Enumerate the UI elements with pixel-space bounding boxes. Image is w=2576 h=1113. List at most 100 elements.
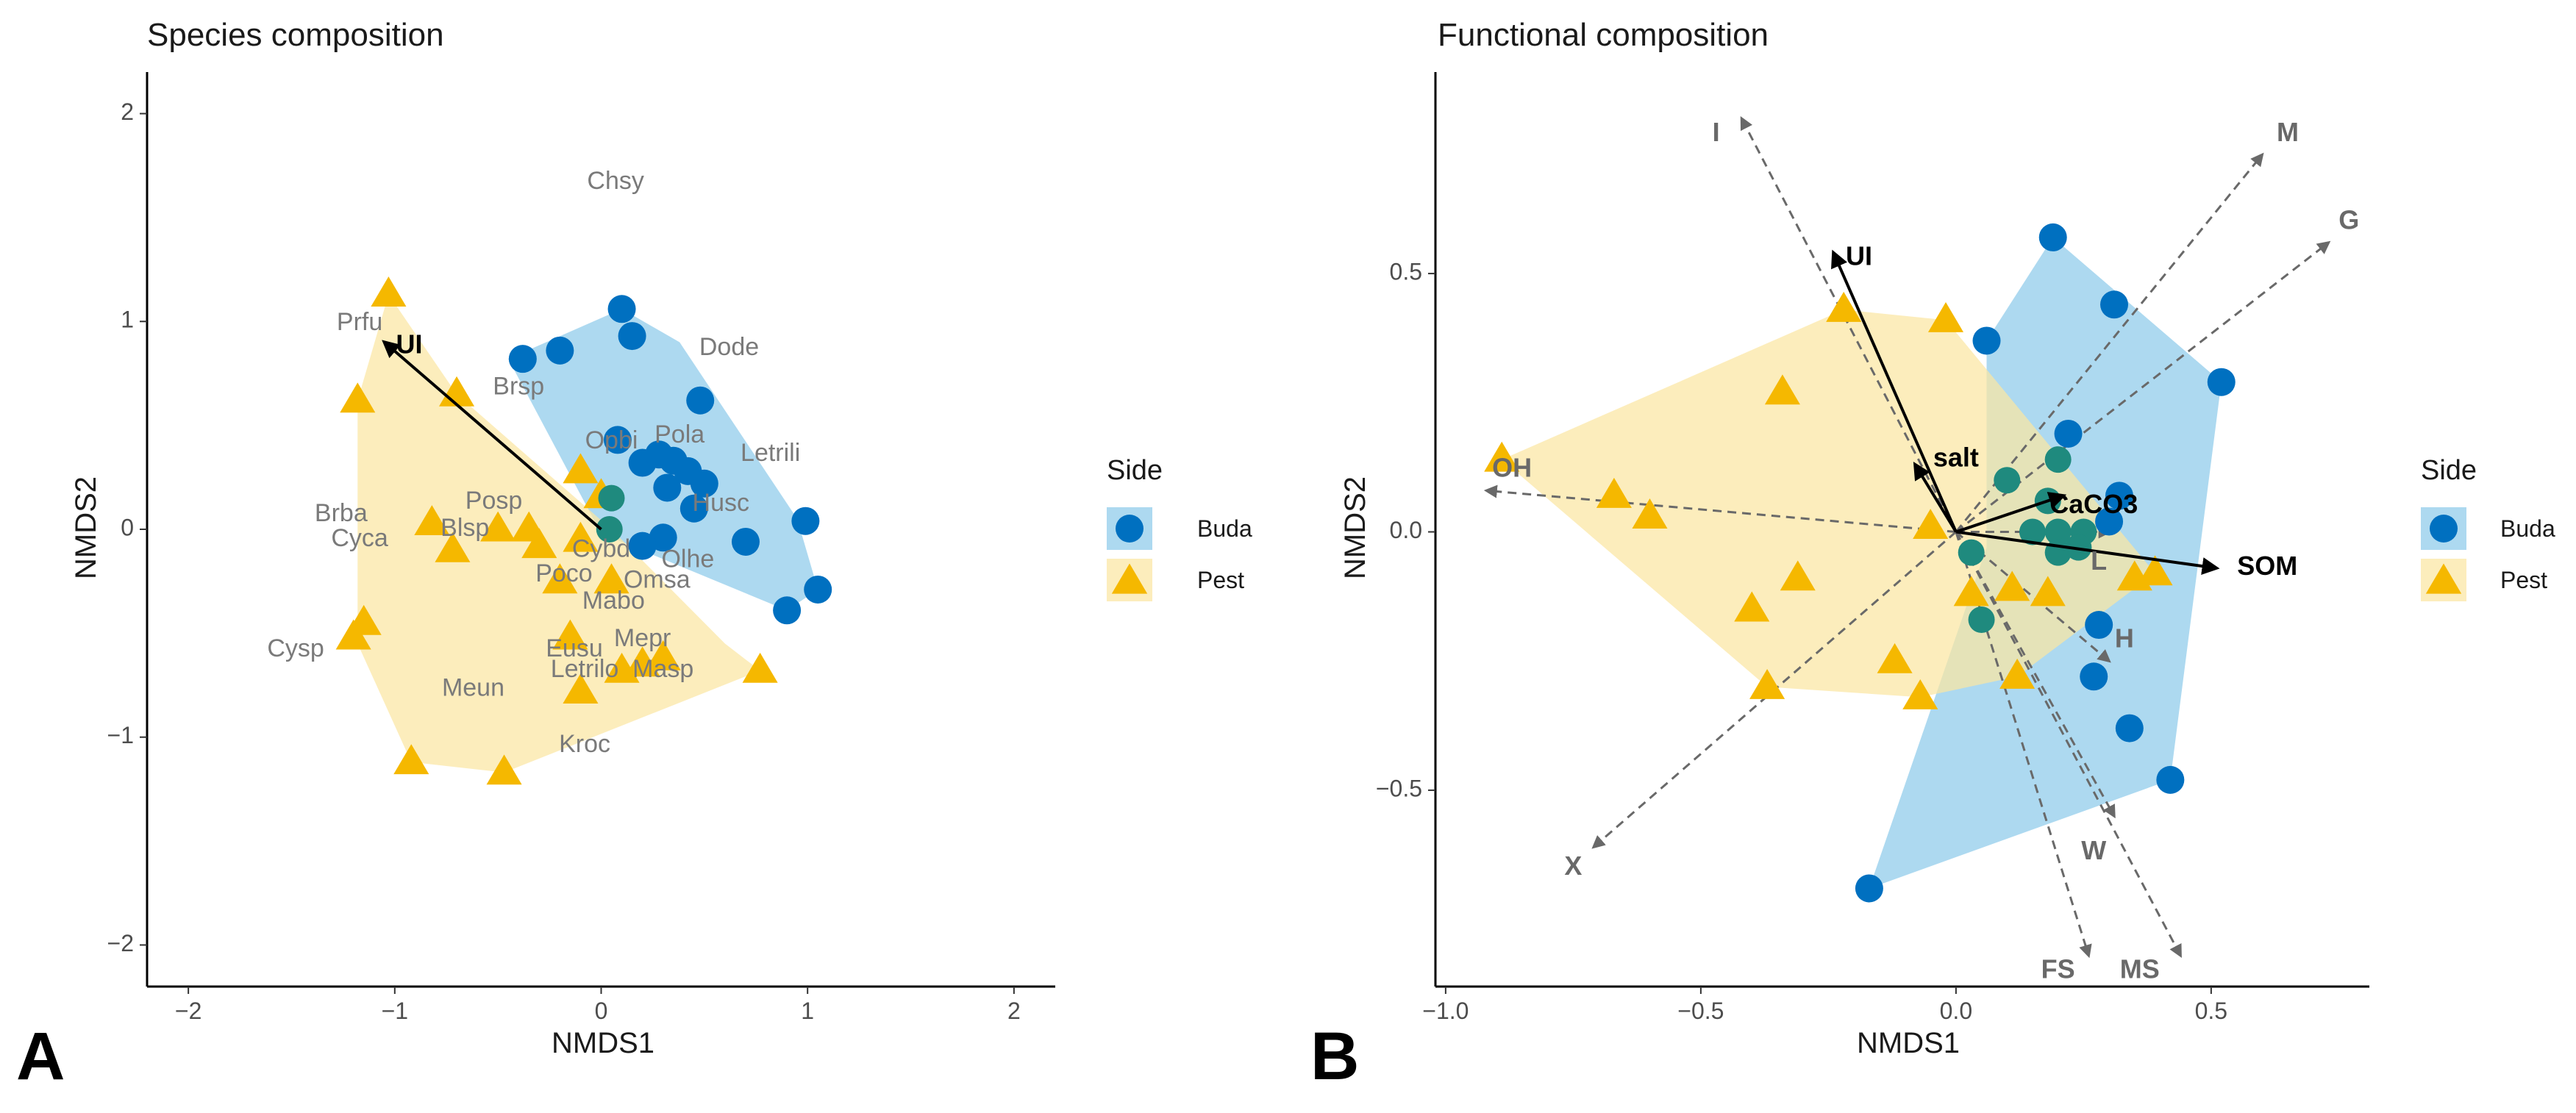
panel-a-species-label-letrilo: Letrilo xyxy=(551,655,619,683)
panel-b-x-tick-label-1: −0.5 xyxy=(1677,998,1724,1024)
panel-b-vector-m-label: M xyxy=(2277,117,2299,147)
panel-b-point-overlap-4 xyxy=(2044,518,2072,545)
panel-a-legend-key-buda-marker xyxy=(1116,515,1143,543)
panel-b-point-buda-6 xyxy=(2095,507,2124,536)
panel-b-point-overlap-1 xyxy=(2044,446,2072,473)
panel-b-point-buda-2 xyxy=(2207,368,2236,396)
panel-b-vector-ui-label: UI xyxy=(1846,241,1872,271)
panel-a-species-label-brsp: Brsp xyxy=(493,373,544,401)
panel-b-point-buda-11 xyxy=(1855,874,1883,903)
panel-b-y-tick-label-2: 0.5 xyxy=(1390,259,1422,285)
panel-a-species-label-chsy: Chsy xyxy=(587,167,643,195)
panel-a-point-pest-13 xyxy=(552,619,588,650)
panel-b-point-buda-0 xyxy=(2038,223,2067,251)
panel-b-legend-key-pest-marker xyxy=(2425,563,2462,594)
panel-a-point-pest-0 xyxy=(371,276,407,307)
panel-b-point-pest-10 xyxy=(1902,679,1938,709)
panel-b-vector-i-label: I xyxy=(1713,117,1720,147)
panel-b-point-overlap-9 xyxy=(1968,606,1995,633)
panel-a-letter: A xyxy=(16,1019,65,1094)
panel-b-point-pest-11 xyxy=(1953,576,1989,606)
panel-b-vector-h-label: H xyxy=(2115,623,2134,654)
panel-a-x-axis-title: NMDS1 xyxy=(552,1027,654,1059)
panel-a-legend-label-pest: Pest xyxy=(1197,567,1244,593)
panel-b-point-buda-9 xyxy=(2115,714,2144,742)
panel-b-vector-fs-label: FS xyxy=(2041,953,2075,984)
panel-a-point-pest-5 xyxy=(414,505,450,536)
panel-a-legend-title: Side xyxy=(1107,455,1163,486)
panel-a-point-pest-6 xyxy=(435,532,471,562)
panel-a-species-label-olhe: Olhe xyxy=(661,545,714,573)
panel-a-species-label-opbi: Opbi xyxy=(585,426,638,454)
panel-b-vector-x-label: X xyxy=(1564,851,1582,881)
panel-b-point-buda-8 xyxy=(2080,662,2108,691)
panel-a-species-label-brba: Brba xyxy=(315,499,368,527)
panel-a-point-buda-16 xyxy=(628,532,657,560)
panel-a-species-label-poco: Poco xyxy=(535,559,593,587)
panel-a-vector-ui-arrow xyxy=(382,340,602,531)
panel-b-point-buda-5 xyxy=(2105,482,2133,510)
panel-b-y-tick-label-0: −0.5 xyxy=(1376,775,1422,801)
panel-a-x-tick-label-3: 1 xyxy=(801,998,814,1024)
panel-a-species-label-pola: Pola xyxy=(654,420,704,448)
panel-a-point-pest-8 xyxy=(542,563,578,594)
panel-a-point-pest-17 xyxy=(563,673,599,704)
panel-b-vector-caco3-label: CaCO3 xyxy=(2049,489,2138,519)
panel-b-vector-oh-arrow xyxy=(1483,484,1957,534)
panel-a-species-label-cyca: Cyca xyxy=(331,524,388,552)
panel-a-x-tick-label-1: −1 xyxy=(382,998,408,1024)
panel-a-point-overlap-1 xyxy=(596,516,623,543)
panel-b-x-tick-label-2: 0.0 xyxy=(1940,998,1972,1024)
panel-b-legend: Side Buda Pest xyxy=(2421,455,2555,601)
panel-a-title: Species composition xyxy=(147,17,444,53)
panel-a-legend-label-buda: Buda xyxy=(1197,515,1252,542)
panel-b-point-pest-7 xyxy=(1734,591,1770,622)
panel-a-point-buda-17 xyxy=(804,575,832,604)
panel-a-species-label-prfu: Prfu xyxy=(337,308,382,336)
panel-b-vector-l-label: L xyxy=(2091,545,2107,576)
panel-a-species-label-mabo: Mabo xyxy=(582,587,645,615)
panel-b-point-pest-8 xyxy=(1749,668,1785,699)
panel-a-point-buda-1 xyxy=(618,322,646,351)
panel-b-point-pest-4 xyxy=(1596,477,1632,508)
panel-b-point-buda-4 xyxy=(2054,419,2083,448)
panel-a: Species composition A Chsy Dode Prfu Brsp Op… xyxy=(16,17,1252,1094)
panel-b-plot-area: UI salt CaCO3 SOM OH I M G X FS MS W H L −1.0 −0.5 0.0 0.… xyxy=(1376,72,2369,1024)
panel-a-species-label-cysp: Cysp xyxy=(267,634,324,662)
panel-a-species-label-eusu: Eusu xyxy=(546,634,603,662)
panel-a-y-tick-label-0: −2 xyxy=(107,930,134,956)
panel-a-species-label-kroc: Kroc xyxy=(559,730,610,758)
panel-b-point-pest-9 xyxy=(1877,643,1913,673)
panel-b-point-buda-10 xyxy=(2156,765,2185,794)
panel-a-y-tick-label-3: 1 xyxy=(121,307,134,333)
panel-a-x-tick-label-0: −2 xyxy=(175,998,201,1024)
panel-b-point-pest-17 xyxy=(1913,509,1949,540)
panel-b-letter: B xyxy=(1310,1019,1359,1094)
panel-a-x-tick-label-2: 0 xyxy=(595,998,608,1024)
panel-a-point-buda-13 xyxy=(791,507,820,535)
panel-b-vector-ui-arrow xyxy=(1831,249,1958,533)
panel-b-y-axis-title: NMDS2 xyxy=(1339,476,1371,579)
panel-b-x-tick-label-0: −1.0 xyxy=(1422,998,1469,1024)
panel-a-point-buda-2 xyxy=(546,336,574,365)
panel-b-legend-key-buda-marker xyxy=(2430,515,2458,543)
panel-a-species-label-meun: Meun xyxy=(442,674,504,702)
panel-b-vector-g-label: G xyxy=(2338,204,2359,235)
panel-a-point-pest-9 xyxy=(593,563,629,594)
panel-a-species-label-blsp: Blsp xyxy=(440,514,489,542)
panel-b-point-pest-14 xyxy=(2137,555,2173,586)
panel-a-point-pest-16 xyxy=(604,652,640,683)
panel-b-point-pest-16 xyxy=(1999,658,2036,689)
panel-a-y-axis-title: NMDS2 xyxy=(70,476,102,579)
panel-b-point-overlap-0 xyxy=(1994,467,2021,494)
panel-a-species-label-husc: Husc xyxy=(693,489,749,517)
panel-a-point-buda-10 xyxy=(690,469,718,498)
panel-b-legend-title: Side xyxy=(2421,455,2477,486)
panel-b-vector-oh-label: OH xyxy=(1492,453,1532,483)
panel-a-vector-ui-label: UI xyxy=(396,329,422,359)
panel-b-point-buda-3 xyxy=(1972,326,2001,355)
panel-b-vector-som-label: SOM xyxy=(2237,551,2297,581)
panel-a-species-label-dode: Dode xyxy=(699,333,759,361)
